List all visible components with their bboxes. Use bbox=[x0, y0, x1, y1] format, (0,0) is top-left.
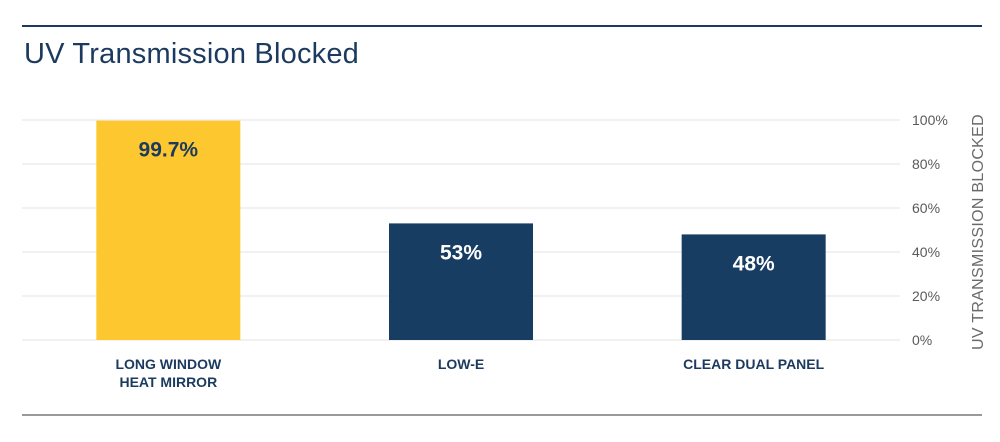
bars bbox=[96, 120, 826, 340]
top-rule bbox=[22, 25, 982, 27]
y-axis-title: UV TRANSMISSION BLOCKED bbox=[970, 114, 987, 350]
y-tick-label: 40% bbox=[912, 244, 940, 260]
y-tick-label: 20% bbox=[912, 288, 940, 304]
x-axis-category-labels: LONG WINDOW HEAT MIRROR LOW-E CLEAR DUAL PA… bbox=[115, 356, 824, 390]
bottom-rule bbox=[22, 414, 982, 416]
bar-value-label: 99.7% bbox=[139, 139, 199, 162]
y-tick-label: 100% bbox=[912, 112, 948, 128]
x-category-label: LOW-E bbox=[438, 356, 484, 372]
bar-value-label: 53% bbox=[440, 241, 482, 264]
y-tick-label: 0% bbox=[912, 332, 932, 348]
bar bbox=[96, 120, 241, 340]
y-tick-label: 80% bbox=[912, 156, 940, 172]
chart-title: UV Transmission Blocked bbox=[24, 38, 359, 70]
bar-value-label: 48% bbox=[733, 252, 775, 275]
x-category-label: HEAT MIRROR bbox=[119, 374, 217, 390]
x-category-label: LONG WINDOW bbox=[115, 356, 222, 372]
y-axis-ticks: 0% 20% 40% 60% 80% 100% bbox=[912, 112, 948, 348]
bar bbox=[681, 234, 826, 340]
y-tick-label: 60% bbox=[912, 200, 940, 216]
x-category-label: CLEAR DUAL PANEL bbox=[683, 356, 824, 372]
bar bbox=[389, 223, 533, 340]
bar-value-labels: 99.7% 53% 48% bbox=[139, 139, 775, 276]
